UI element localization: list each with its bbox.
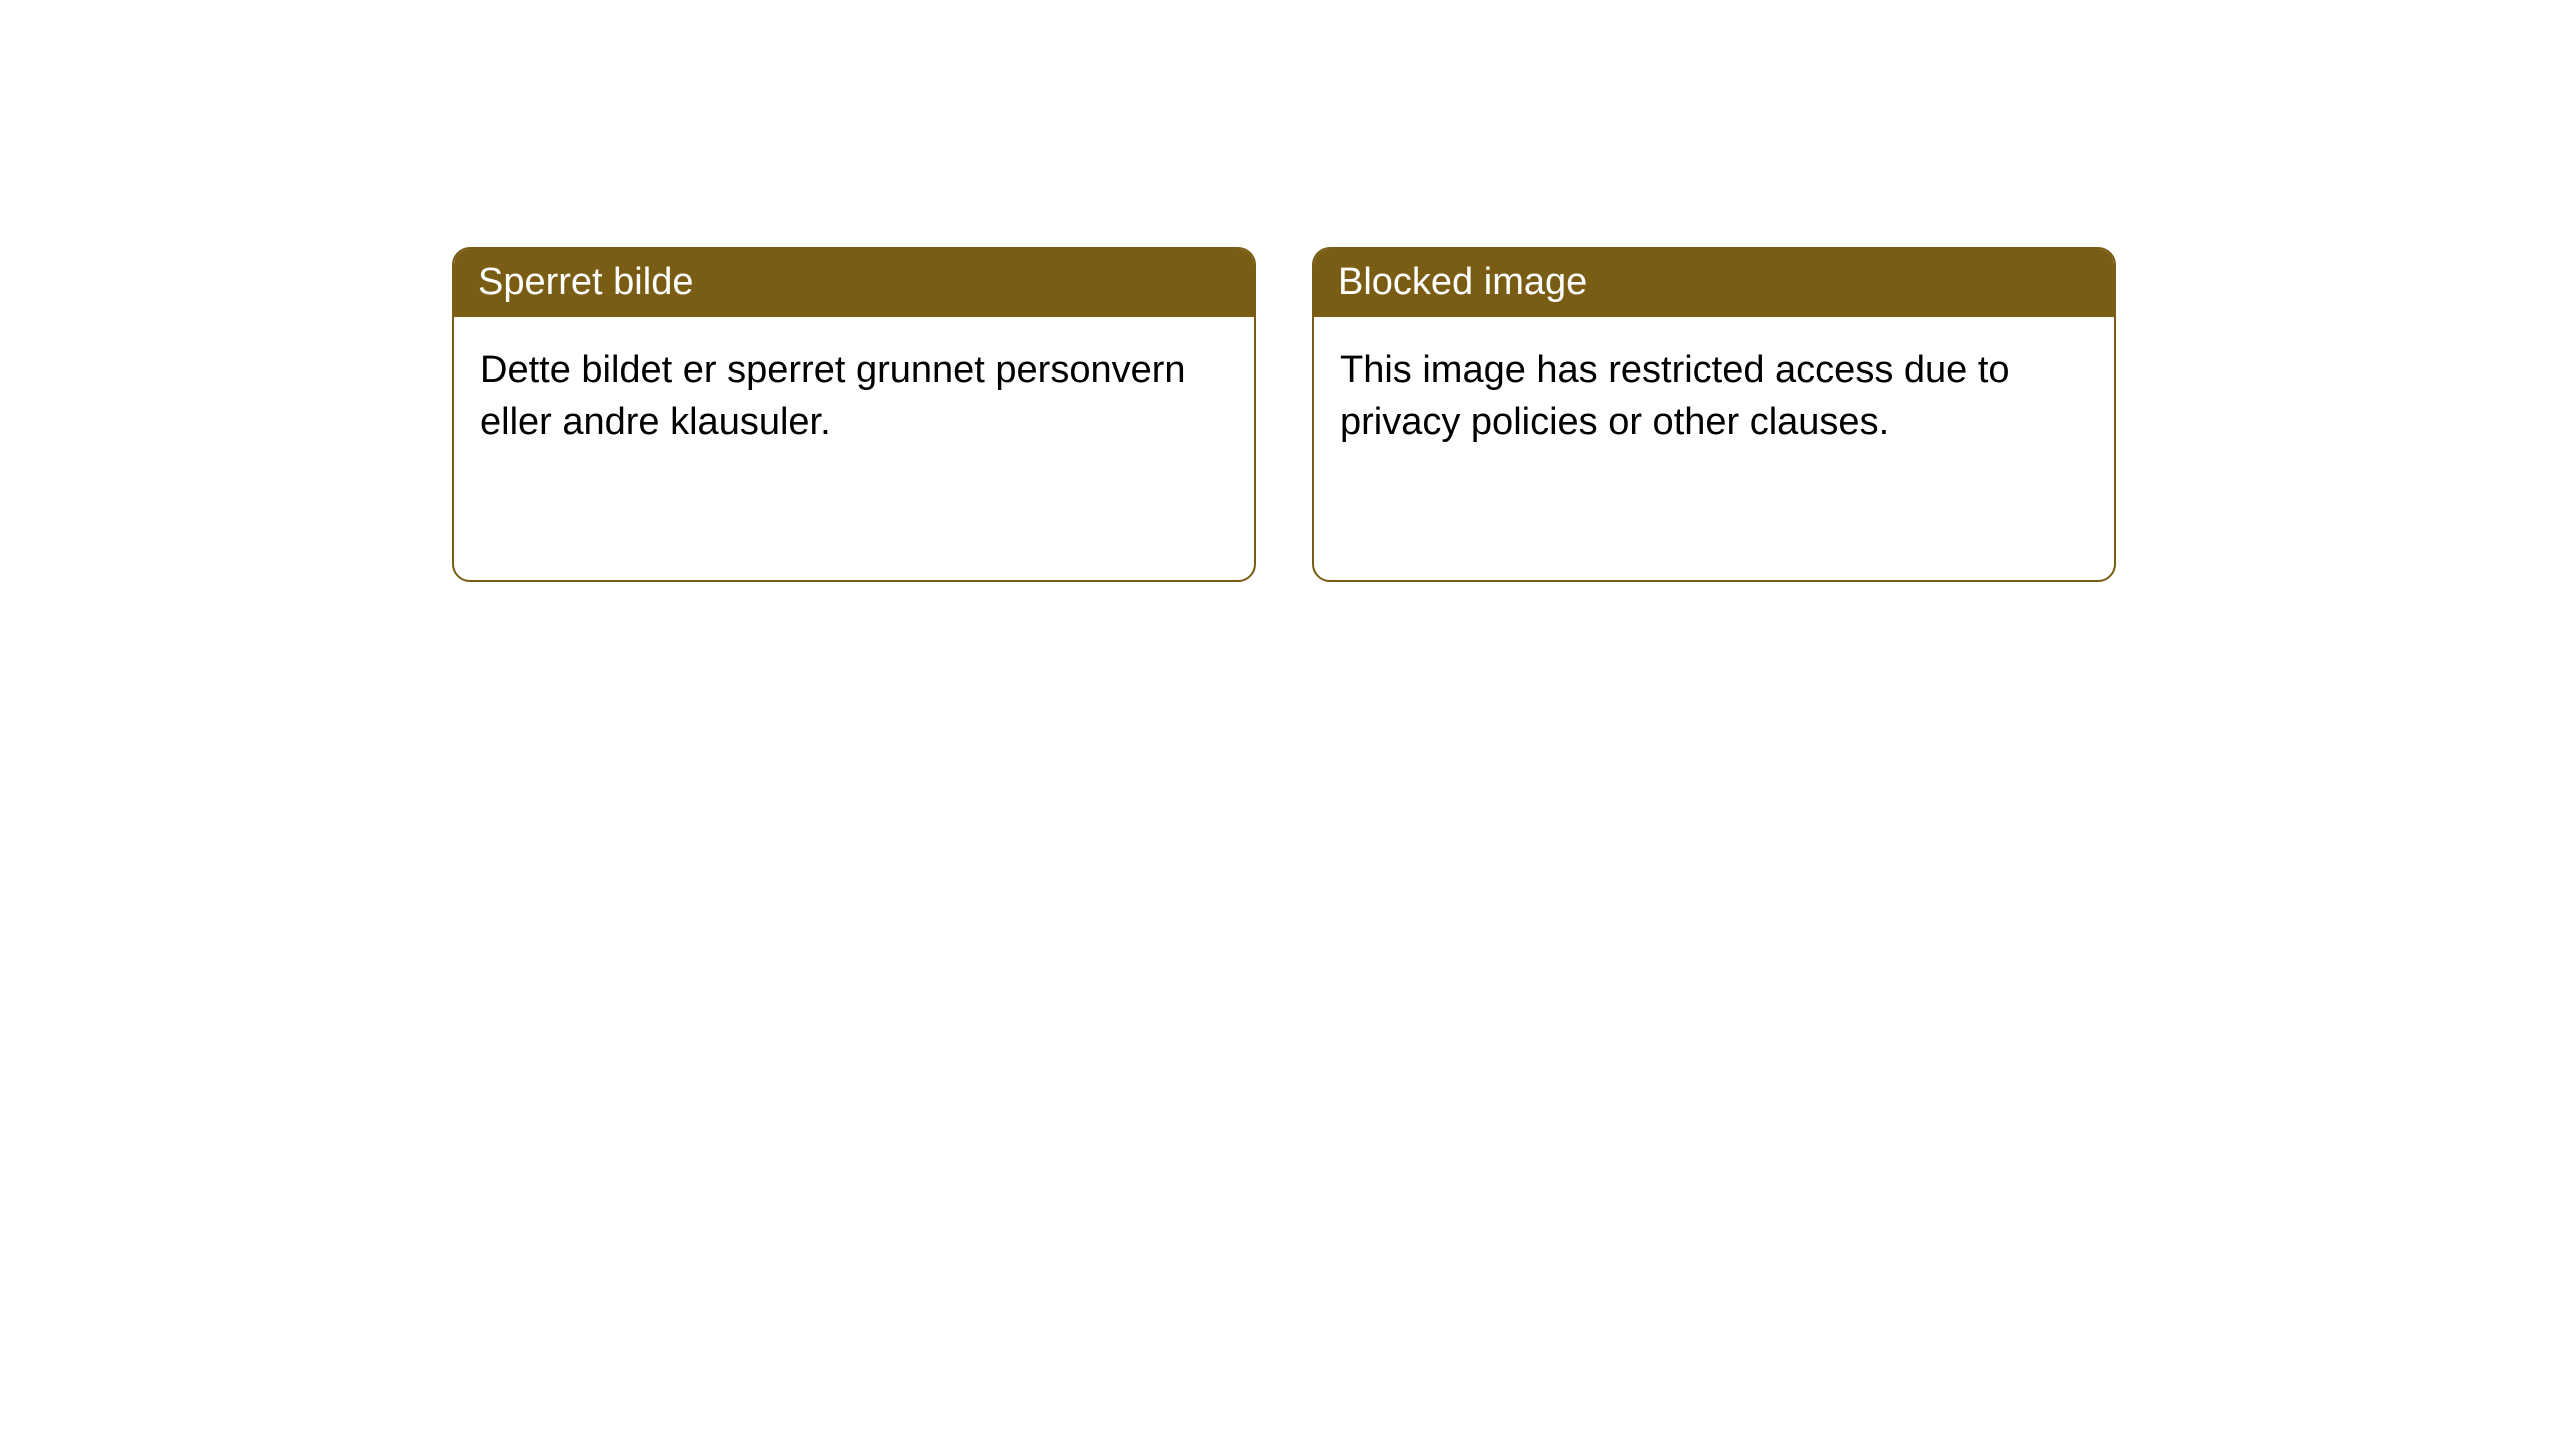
- notice-container: Sperret bilde Dette bildet er sperret gr…: [0, 0, 2560, 582]
- notice-card-norwegian: Sperret bilde Dette bildet er sperret gr…: [452, 247, 1256, 582]
- notice-body-english: This image has restricted access due to …: [1314, 317, 2114, 476]
- notice-header-english: Blocked image: [1314, 249, 2114, 317]
- notice-header-norwegian: Sperret bilde: [454, 249, 1254, 317]
- notice-body-norwegian: Dette bildet er sperret grunnet personve…: [454, 317, 1254, 476]
- notice-card-english: Blocked image This image has restricted …: [1312, 247, 2116, 582]
